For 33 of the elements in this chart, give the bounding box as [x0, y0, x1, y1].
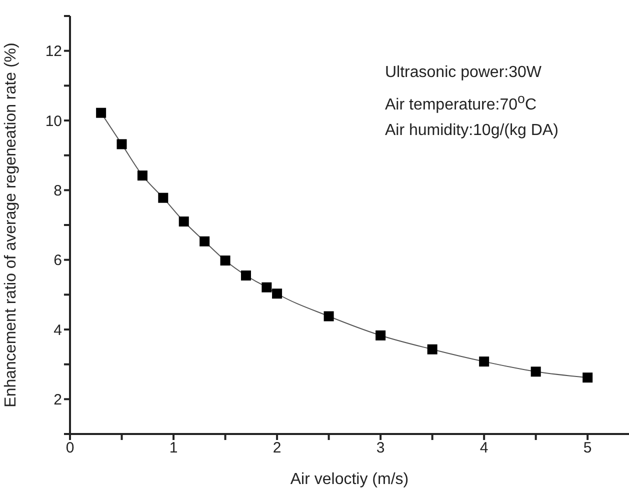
point — [262, 282, 272, 292]
point — [324, 311, 334, 322]
x-tick-label: 1 — [169, 440, 178, 457]
x-tick-label: 0 — [66, 440, 74, 457]
point — [178, 216, 189, 227]
point — [479, 356, 490, 367]
y-tick-label: 8 — [54, 182, 62, 200]
y-tick-label: 12 — [45, 43, 62, 60]
y-tick-label: 2 — [54, 391, 62, 408]
x-axis-title: Air veloctiy (m/s) — [290, 471, 409, 488]
point — [272, 288, 282, 299]
point — [530, 366, 541, 377]
y-tick-label: 4 — [54, 322, 62, 339]
point — [240, 270, 251, 281]
point — [427, 344, 438, 354]
x-tick-label: 5 — [583, 440, 592, 457]
point — [116, 139, 127, 150]
y-axis-title: Enhancement ratio of average regeneation rate (%) — [2, 42, 20, 408]
x-tick-label: 3 — [376, 440, 385, 457]
y-tick-label: 10 — [45, 112, 62, 130]
point — [220, 256, 230, 266]
x-tick-label: 2 — [272, 440, 282, 457]
point — [96, 108, 106, 118]
point — [200, 236, 210, 246]
x-tick-label: 4 — [480, 440, 488, 457]
point — [158, 192, 168, 203]
point — [137, 170, 148, 181]
annotation: Air humidity:10g/(kg DA) — [385, 121, 558, 142]
point — [582, 372, 593, 383]
y-tick-label: 6 — [54, 252, 62, 270]
point — [376, 330, 386, 340]
annotation: Air temperature:70$^{o}$C — [385, 90, 538, 116]
annotation: Ultrasonic power:30W — [385, 63, 542, 83]
